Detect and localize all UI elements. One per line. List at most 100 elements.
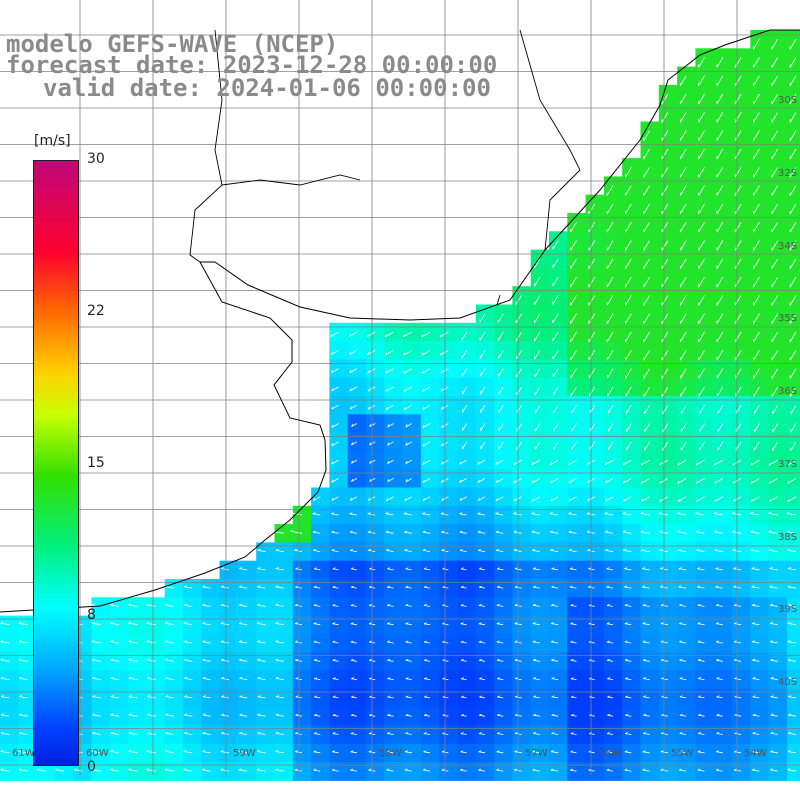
wind-arrow xyxy=(771,112,779,123)
wind-arrow xyxy=(422,459,431,465)
wind-cell xyxy=(713,359,733,379)
wind-cell xyxy=(164,633,184,653)
wind-arrow xyxy=(480,386,486,395)
wind-arrow xyxy=(349,349,358,356)
wind-arrow-head xyxy=(73,768,77,771)
wind-arrow xyxy=(442,696,449,699)
wind-arrow-head xyxy=(606,750,610,753)
wind-arrow xyxy=(661,185,669,196)
wind-arrow xyxy=(606,751,614,754)
wind-cell xyxy=(786,707,800,726)
wind-arrow-head xyxy=(549,462,552,465)
wind-arrow xyxy=(332,678,339,680)
wind-arrow-head xyxy=(91,750,95,752)
wind-arrow xyxy=(272,531,284,534)
wind-arrow xyxy=(422,404,431,410)
wind-arrow-head xyxy=(478,640,482,643)
wind-arrow-head xyxy=(405,460,408,464)
wind-cell xyxy=(183,670,202,690)
wind-cell xyxy=(439,542,459,562)
wind-cell xyxy=(640,670,660,690)
wind-arrow-head xyxy=(514,622,518,625)
wind-cell xyxy=(768,48,788,68)
wind-cell xyxy=(164,597,184,617)
wind-arrow-head xyxy=(697,603,701,606)
wind-arrow xyxy=(0,641,10,644)
wind-arrow xyxy=(570,660,577,662)
wind-cell xyxy=(732,359,751,379)
wind-cell xyxy=(622,688,642,708)
wind-cell xyxy=(439,322,459,342)
wind-arrow xyxy=(331,513,339,516)
wind-arrow xyxy=(770,714,778,717)
wind-arrow-head xyxy=(183,640,187,643)
wind-arrow-head xyxy=(770,731,774,734)
wind-cell xyxy=(549,652,568,672)
wind-cell xyxy=(750,542,770,562)
wind-arrow xyxy=(606,295,614,306)
wind-cell xyxy=(750,560,770,580)
wind-arrow xyxy=(771,221,779,233)
lon-label: 58W xyxy=(379,748,402,759)
wind-cell xyxy=(750,249,770,269)
wind-cell xyxy=(402,469,422,489)
wind-cell xyxy=(677,139,696,159)
wind-arrow-head xyxy=(532,622,536,624)
wind-arrow-head xyxy=(146,749,150,752)
wind-arrow xyxy=(769,568,778,571)
wind-arrow-head xyxy=(570,622,574,625)
wind-arrow-head xyxy=(713,512,717,514)
wind-arrow xyxy=(588,641,595,644)
wind-cell xyxy=(750,688,770,708)
wind-arrow xyxy=(275,568,284,571)
wind-arrow-head xyxy=(514,658,518,661)
wind-arrow-head xyxy=(770,695,774,698)
wind-cell xyxy=(713,762,733,781)
wind-arrow-head xyxy=(770,713,774,716)
wind-arrow xyxy=(698,130,705,141)
wind-arrow xyxy=(202,604,211,607)
wind-cell xyxy=(109,652,129,672)
wind-arrow xyxy=(698,258,705,270)
wind-cell xyxy=(109,725,129,745)
wind-arrow-head xyxy=(350,640,354,643)
wind-cell xyxy=(402,487,422,507)
wind-arrow-head xyxy=(622,512,626,514)
wind-cell xyxy=(695,249,715,269)
wind-arrow-head xyxy=(423,732,427,734)
wind-arrow xyxy=(753,350,760,361)
wind-cell xyxy=(677,487,696,507)
wind-arrow xyxy=(643,733,650,735)
wind-arrow xyxy=(221,732,229,735)
wind-arrow-head xyxy=(18,749,22,752)
wind-arrow xyxy=(753,258,760,270)
wind-arrow-head xyxy=(369,567,373,570)
wind-arrow xyxy=(462,423,468,431)
wind-cell xyxy=(256,688,276,708)
wind-cell xyxy=(713,139,733,159)
wind-cell xyxy=(786,30,800,49)
wind-arrow-head xyxy=(184,713,188,716)
wind-arrow xyxy=(734,276,742,288)
wind-cell xyxy=(768,84,788,104)
wind-cell xyxy=(677,66,696,86)
wind-arrow xyxy=(498,368,504,377)
wind-arrow-head xyxy=(460,585,464,588)
wind-cell xyxy=(219,633,239,653)
wind-arrow-head xyxy=(109,621,113,624)
wind-arrow xyxy=(605,531,614,534)
wind-cell xyxy=(475,688,495,708)
wind-arrow xyxy=(697,659,705,662)
wind-cell xyxy=(549,688,568,708)
wind-cell xyxy=(585,633,605,653)
wind-cell xyxy=(750,176,770,196)
wind-arrow-head xyxy=(623,548,627,551)
wind-cell xyxy=(457,597,477,617)
wind-arrow-head xyxy=(495,512,499,515)
wind-arrow xyxy=(459,513,467,516)
wind-arrow xyxy=(568,550,577,552)
wind-arrow xyxy=(789,130,797,141)
wind-cell xyxy=(109,688,129,708)
wind-arrow-head xyxy=(788,713,792,716)
wind-arrow-head xyxy=(349,548,353,551)
